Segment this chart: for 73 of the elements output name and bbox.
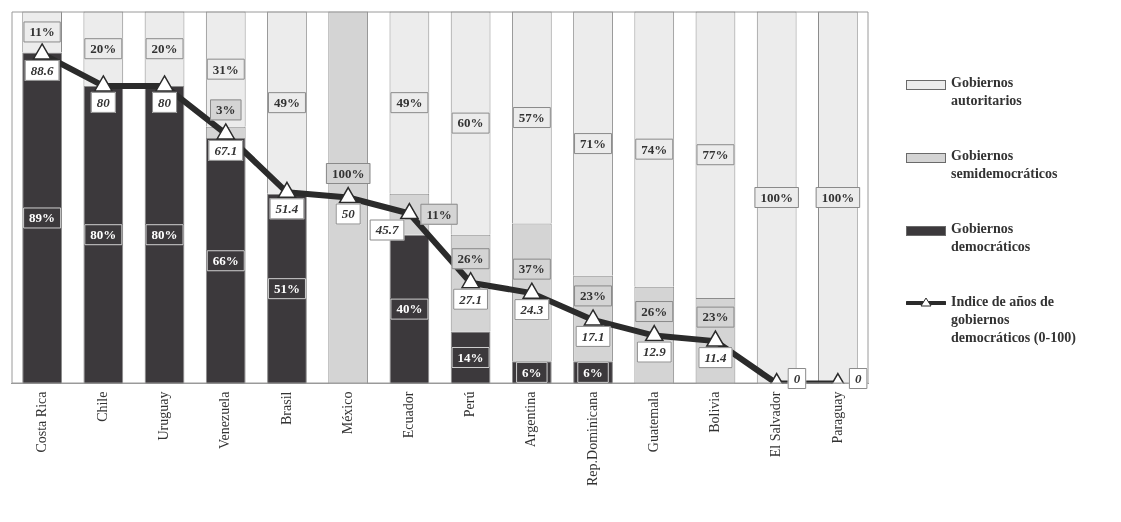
data-label: 23% (702, 309, 729, 325)
x-tick-label: Paraguay (829, 391, 845, 444)
x-tick-label: Guatemala (645, 390, 661, 453)
point (583, 309, 603, 326)
data-label: 60% (457, 115, 484, 131)
legend-label: Gobiernos semidemocráticos (951, 147, 1059, 183)
data-label: 80 (158, 94, 172, 110)
data-label: 0 (793, 370, 801, 386)
data-label: 89% (29, 210, 56, 226)
data-label: 100% (760, 189, 793, 205)
data-label: 3% (216, 102, 236, 118)
data-label: 11% (426, 206, 452, 222)
data-label: 51.4 (275, 201, 299, 217)
x-tick-label: Costa Rica (33, 390, 49, 453)
data-label: 17.1 (581, 328, 605, 344)
data-label: 26% (641, 303, 668, 319)
data-label: 0 (854, 370, 862, 386)
data-label: 88.6 (30, 62, 54, 78)
point (644, 324, 664, 342)
data-label: 45.7 (374, 222, 399, 238)
data-label: 40% (396, 301, 423, 317)
x-tick-label: Rep.Dominicana (584, 390, 600, 487)
data-label: 66% (212, 253, 239, 269)
x-tick-label: Argentina (523, 390, 539, 448)
point (216, 123, 236, 140)
legend-label: Gobiernos autoritarios (951, 74, 1023, 110)
data-label: 6% (583, 364, 603, 380)
point (461, 271, 481, 289)
data-label: 50 (341, 206, 356, 222)
data-label: 12.9 (642, 344, 667, 360)
legend-label: Gobiernos democráticos (951, 220, 1032, 256)
x-tick-label: Uruguay (156, 391, 172, 441)
legend-label: Indice de años de gobiernos democráticos (0-100) (951, 293, 1077, 347)
data-label: 57% (518, 109, 545, 125)
data-label: 80% (90, 227, 117, 243)
x-tick-label: Venezuela (217, 390, 233, 450)
data-label: 26% (457, 251, 484, 267)
data-label: 100% (331, 165, 365, 181)
data-label: 71% (580, 135, 607, 151)
point (155, 75, 174, 92)
data-label: 24.3 (519, 301, 544, 317)
data-label: 14% (457, 349, 484, 365)
data-label: 11% (29, 24, 55, 40)
point (93, 75, 113, 92)
data-label: 49% (396, 95, 423, 111)
data-label: 11.4 (704, 349, 727, 365)
point (32, 43, 52, 60)
data-label: 37% (518, 261, 545, 277)
point (277, 181, 297, 199)
x-tick-label: El Salvador (768, 391, 784, 458)
data-label: 67.1 (214, 142, 238, 158)
point (706, 330, 725, 347)
x-tick-label: Perú (462, 391, 478, 418)
data-label: 20% (90, 41, 117, 57)
data-label: 49% (273, 95, 300, 111)
data-label: 51% (273, 281, 300, 297)
point (522, 282, 542, 299)
x-tick-label: Brasil (278, 391, 294, 425)
data-label: 80 (96, 94, 111, 110)
x-tick-label: México (339, 391, 355, 435)
data-label: 6% (522, 364, 542, 380)
x-tick-label: Bolivia (707, 390, 723, 433)
x-tick-label: Ecuador (401, 391, 417, 439)
data-label: 31% (212, 61, 239, 77)
data-label: 23% (580, 288, 607, 304)
data-label: 74% (641, 141, 668, 157)
data-label: 27.1 (458, 291, 482, 307)
x-tick-label: Chile (94, 391, 110, 422)
data-label: 20% (151, 41, 178, 57)
data-label: 77% (702, 147, 729, 163)
point (338, 186, 358, 204)
data-label: 80% (151, 227, 178, 243)
data-label: 100% (821, 189, 855, 205)
